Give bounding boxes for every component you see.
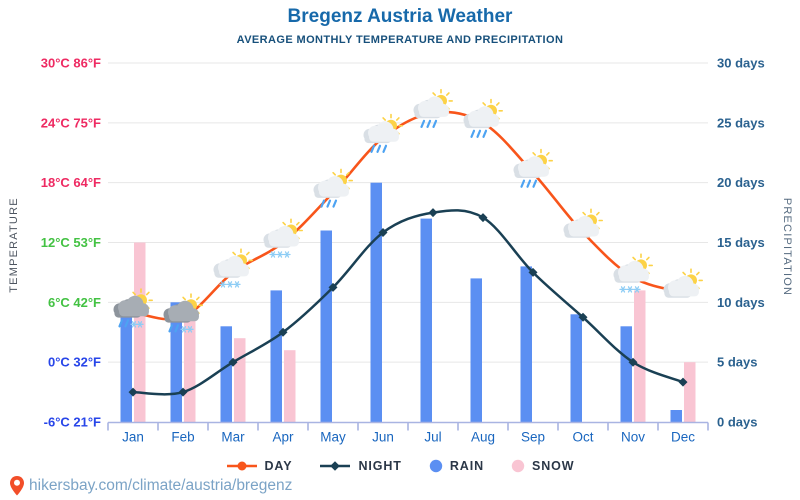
snow-bar-dec[interactable] bbox=[684, 362, 696, 422]
weather-icon-sep bbox=[513, 148, 554, 188]
day-temperature-line bbox=[131, 110, 685, 321]
weather-icon-mar bbox=[213, 248, 254, 288]
legend-label-night: NIGHT bbox=[358, 459, 402, 473]
night-point-mar[interactable] bbox=[228, 357, 238, 367]
night-point-dec[interactable] bbox=[678, 377, 688, 387]
weather-icon-oct bbox=[563, 208, 604, 238]
precip-tick-5days: 5 days bbox=[717, 355, 757, 370]
night-point-jan[interactable] bbox=[128, 387, 138, 397]
precip-tick-30days: 30 days bbox=[717, 56, 765, 71]
snow-bar-nov[interactable] bbox=[634, 290, 646, 422]
rain-bar-aug[interactable] bbox=[470, 278, 483, 422]
rain-bar-apr[interactable] bbox=[270, 290, 283, 422]
weather-icon-jun bbox=[363, 113, 404, 153]
temp-tick-30c: 30°C 86°F bbox=[41, 56, 101, 71]
legend-item-night[interactable]: NIGHT bbox=[319, 459, 401, 473]
legend-item-snow[interactable]: SNOW bbox=[511, 459, 575, 473]
temp-tick-18c: 18°C 64°F bbox=[41, 175, 101, 190]
night-point-jun[interactable] bbox=[378, 228, 388, 237]
rain-bar-feb[interactable] bbox=[170, 302, 183, 422]
month-label-jan: Jan bbox=[122, 430, 144, 445]
night-point-feb[interactable] bbox=[178, 387, 188, 397]
day-line-marker-icon bbox=[226, 461, 257, 471]
temp-tick-24c: 24°C 75°F bbox=[41, 115, 101, 130]
temp-tick-6c: 6°C 42°F bbox=[48, 295, 101, 310]
snow-bar-mar[interactable] bbox=[234, 338, 246, 422]
legend-item-day[interactable]: DAY bbox=[226, 459, 293, 473]
rain-bar-may[interactable] bbox=[320, 230, 333, 423]
weather-icon-aug bbox=[463, 98, 504, 138]
rain-bar-sep[interactable] bbox=[520, 266, 533, 422]
temp-tick--6c: -6°C 21°F bbox=[44, 415, 101, 430]
month-label-aug: Aug bbox=[471, 430, 495, 445]
precip-tick-25days: 25 days bbox=[717, 115, 765, 130]
weather-icon-apr bbox=[263, 218, 304, 258]
rain-bar-jun[interactable] bbox=[370, 182, 383, 422]
month-label-may: May bbox=[320, 430, 346, 445]
month-label-sep: Sep bbox=[521, 430, 545, 445]
night-point-aug[interactable] bbox=[478, 213, 488, 223]
snow-bar-jan[interactable] bbox=[134, 242, 146, 423]
precip-tick-15days: 15 days bbox=[717, 235, 765, 250]
month-label-jul: Jul bbox=[424, 430, 441, 445]
snow-bar-apr[interactable] bbox=[284, 350, 296, 422]
legend-item-rain[interactable]: RAIN bbox=[429, 459, 484, 473]
rain-marker-icon bbox=[429, 459, 443, 473]
map-pin-icon bbox=[10, 476, 24, 496]
precip-tick-10days: 10 days bbox=[717, 295, 765, 310]
month-label-apr: Apr bbox=[272, 430, 294, 445]
month-label-mar: Mar bbox=[221, 430, 245, 445]
month-label-dec: Dec bbox=[671, 430, 695, 445]
weather-icon-nov bbox=[613, 253, 654, 293]
night-point-may[interactable] bbox=[328, 282, 338, 292]
legend-label-rain: RAIN bbox=[449, 459, 484, 473]
snow-bar-feb[interactable] bbox=[184, 314, 196, 422]
night-line-marker-icon bbox=[320, 461, 351, 471]
night-point-jul[interactable] bbox=[428, 208, 438, 218]
night-point-nov[interactable] bbox=[628, 357, 638, 367]
snow-marker-icon bbox=[511, 459, 525, 473]
chart-legend: DAY NIGHT RAIN SNOW bbox=[0, 459, 800, 473]
footer: hikersbay.com/climate/austria/bregenz bbox=[9, 475, 292, 497]
month-label-oct: Oct bbox=[572, 430, 593, 445]
rain-bar-jul[interactable] bbox=[420, 218, 433, 422]
weather-icon-jan bbox=[113, 288, 154, 328]
weather-icon-feb bbox=[163, 293, 204, 333]
weather-icon-dec bbox=[663, 268, 704, 298]
legend-label-snow: SNOW bbox=[532, 459, 575, 473]
month-label-jun: Jun bbox=[372, 430, 394, 445]
temp-tick-0c: 0°C 32°F bbox=[48, 355, 101, 370]
legend-label-day: DAY bbox=[264, 459, 293, 473]
weather-icon-jul bbox=[413, 88, 454, 129]
rain-bar-mar[interactable] bbox=[220, 326, 233, 422]
rain-bar-oct[interactable] bbox=[570, 314, 583, 422]
night-point-oct[interactable] bbox=[578, 312, 588, 322]
precip-tick-20days: 20 days bbox=[717, 175, 765, 190]
rain-bar-jan[interactable] bbox=[120, 314, 133, 422]
page-subtitle: AVERAGE MONTHLY TEMPERATURE AND PRECIPIT… bbox=[236, 34, 564, 46]
page-title: Bregenz Austria Weather bbox=[287, 6, 513, 27]
precipitation-axis-title: PRECIPITATION bbox=[781, 198, 793, 296]
night-point-sep[interactable] bbox=[528, 267, 538, 277]
rain-bar-dec[interactable] bbox=[670, 410, 683, 422]
month-label-feb: Feb bbox=[171, 430, 194, 445]
rain-bar-nov[interactable] bbox=[620, 326, 633, 422]
weather-icon-may bbox=[313, 168, 354, 208]
night-point-apr[interactable] bbox=[278, 327, 288, 337]
temperature-axis-title: TEMPERATURE bbox=[8, 197, 20, 293]
temp-tick-12c: 12°C 53°F bbox=[41, 235, 101, 250]
footer-url[interactable]: hikersbay.com/climate/austria/bregenz bbox=[29, 477, 293, 494]
precip-tick-0days: 0 days bbox=[717, 415, 757, 430]
plot-area: 30°C 86°F 24°C 75°F 18°C 64°F 12°C 53°F 6°C … bbox=[41, 56, 765, 445]
month-label-nov: Nov bbox=[621, 430, 645, 445]
